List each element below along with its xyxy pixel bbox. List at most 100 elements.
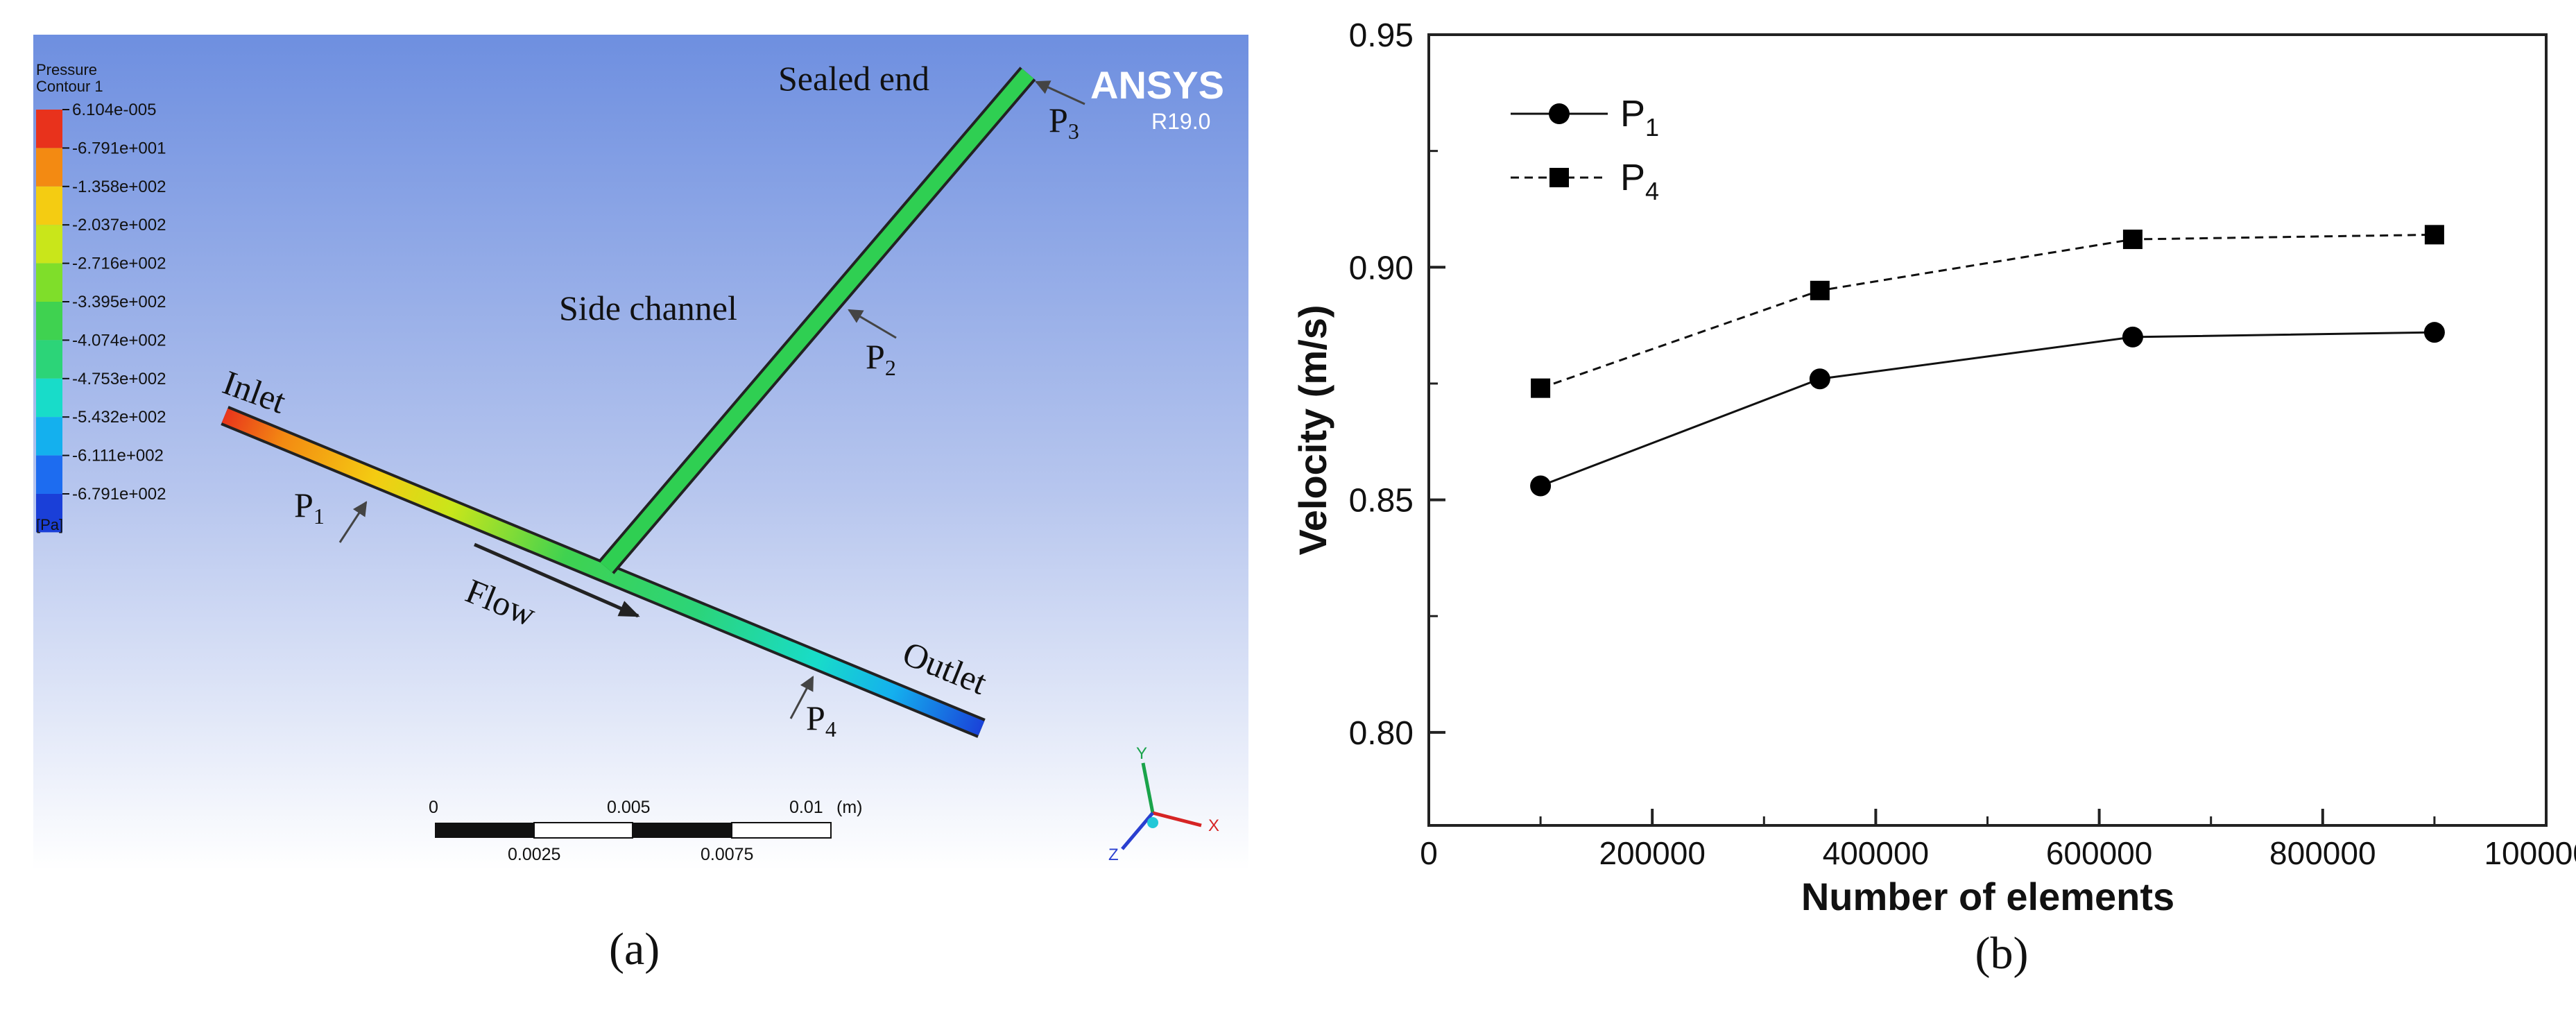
legend-swatch <box>36 378 62 418</box>
legend-title-line2: Contour 1 <box>36 78 103 95</box>
legend-p1-marker <box>1549 103 1570 124</box>
label-p1: P1 <box>294 486 325 529</box>
point-P4 <box>2122 230 2143 250</box>
x-tick-label: 400000 <box>1823 835 1930 871</box>
label-sealed-end: Sealed end <box>778 59 929 98</box>
triad-z-label: Z <box>1108 846 1119 864</box>
flow-arrow <box>473 542 640 618</box>
x-tick-label: 200000 <box>1599 835 1706 871</box>
legend-swatch <box>36 494 62 533</box>
y-tick-label: 0.90 <box>1349 250 1414 286</box>
scale-seg-1 <box>435 823 534 838</box>
point-P4 <box>2424 225 2444 245</box>
point-P1 <box>1809 368 1830 390</box>
triad-x-label: X <box>1208 816 1219 835</box>
p3-arrow <box>1035 80 1085 105</box>
y-tick-label: 0.95 <box>1349 17 1414 54</box>
series-line-P1 <box>1540 331 2435 487</box>
legend-level-label: -6.791e+001 <box>72 139 166 157</box>
scale-bar: 0 0.005 0.01 (m) 0.0025 0.0075 <box>429 798 862 864</box>
main-channel-fill <box>221 408 985 736</box>
legend-title-line1: Pressure <box>36 61 97 78</box>
legend-swatch <box>36 225 62 264</box>
legend-level-label: -6.111e+002 <box>72 447 164 465</box>
panel-b-chart: 0.80 0.85 0.90 0.95 0 200000 400000 600000 8000… <box>1291 17 2576 979</box>
scale-top-1: 0.005 <box>607 798 651 817</box>
t-junction-geometry <box>221 67 1036 738</box>
legend-swatch <box>36 263 62 302</box>
point-P4 <box>1531 378 1551 398</box>
x-tick-label: 600000 <box>2046 835 2153 871</box>
x-tick-label: 0 <box>1420 835 1438 871</box>
point-P4 <box>1810 280 1830 300</box>
series-lines <box>1540 233 2435 487</box>
point-P1 <box>2423 322 2445 343</box>
scale-bottom-0: 0.0025 <box>508 845 560 864</box>
caption-a: (a) <box>609 924 660 975</box>
x-axis-label: Number of elements <box>1801 875 2174 918</box>
legend-swatch <box>36 417 62 456</box>
chart-legend: P1 P4 <box>1511 93 1659 205</box>
legend-unit: [Pa] <box>36 516 63 533</box>
label-p3: P3 <box>1049 101 1079 144</box>
legend-swatch <box>36 148 62 187</box>
y-axis-label: Velocity (m/s) <box>1291 305 1334 555</box>
legend-swatches <box>36 110 62 533</box>
legend-level-label: 6.104e-005 <box>72 101 156 119</box>
scale-seg-3 <box>633 823 732 838</box>
legend-level-label: -4.074e+002 <box>72 331 166 350</box>
ansys-version: R19.0 <box>1151 109 1210 134</box>
plot-frame <box>1427 33 2548 827</box>
series-markers <box>1530 225 2445 497</box>
legend-level-label: -1.358e+002 <box>72 178 166 196</box>
triad-origin <box>1147 817 1158 828</box>
legend-level-label: -2.716e+002 <box>72 255 166 273</box>
legend-level-label: -5.432e+002 <box>72 408 166 427</box>
p1-arrow <box>338 501 368 543</box>
legend-level-label: -2.037e+002 <box>72 216 166 234</box>
scale-top-0: 0 <box>429 798 438 817</box>
scale-seg-4 <box>731 822 832 839</box>
label-side-channel: Side channel <box>559 289 737 327</box>
p4-arrow <box>789 676 814 719</box>
triad-y-axis <box>1141 762 1155 814</box>
pressure-legend: Pressure Contour 1 6.104e-005 -6.791e+001… <box>36 61 166 533</box>
label-p4: P4 <box>806 698 836 741</box>
y-tick-label: 0.80 <box>1349 715 1414 752</box>
scale-top-2: 0.01 <box>789 798 823 817</box>
x-tick-label: 800000 <box>2269 835 2376 871</box>
legend-p1-label: P1 <box>1620 93 1659 141</box>
legend-swatch <box>36 110 62 148</box>
point-P1 <box>1530 475 1552 497</box>
caption-b: (b) <box>1975 928 2029 979</box>
axis-triad: Y X Z <box>1108 744 1219 864</box>
triad-z-axis <box>1121 812 1154 850</box>
x-tick-label: 1000000 <box>2484 835 2576 871</box>
y-tick-label: 0.85 <box>1349 483 1414 520</box>
triad-y-label: Y <box>1136 744 1147 763</box>
legend-swatch <box>36 186 62 225</box>
label-p2: P2 <box>866 337 896 380</box>
legend-level-label: -6.791e+002 <box>72 485 166 504</box>
viewport-background <box>33 35 1248 871</box>
scale-bottom-1: 0.0075 <box>701 845 753 864</box>
y-ticks: 0.80 0.85 0.90 0.95 <box>1349 17 1445 752</box>
legend-swatch <box>36 302 62 341</box>
series-line-P4 <box>1540 233 2435 390</box>
legend-swatch <box>36 455 62 494</box>
side-channel-fill <box>600 68 1034 573</box>
legend-p4-marker <box>1549 168 1569 187</box>
x-ticks: 0 200000 400000 600000 800000 1000000 <box>1420 809 2576 871</box>
panel-a: Pressure Contour 1 6.104e-005 -6.791e+001… <box>33 35 1248 975</box>
ansys-logo: ANSYS <box>1090 63 1224 107</box>
triad-x-axis <box>1152 811 1202 827</box>
point-P1 <box>2122 326 2143 348</box>
scale-unit: (m) <box>836 798 862 817</box>
legend-level-label: -4.753e+002 <box>72 370 166 388</box>
legend-labels: 6.104e-005 -6.791e+001 -1.358e+002 -2.037e+… <box>62 101 166 504</box>
legend-level-label: -3.395e+002 <box>72 293 166 311</box>
legend-swatch <box>36 340 62 379</box>
scale-seg-2 <box>533 822 633 839</box>
p2-arrow <box>848 309 897 339</box>
